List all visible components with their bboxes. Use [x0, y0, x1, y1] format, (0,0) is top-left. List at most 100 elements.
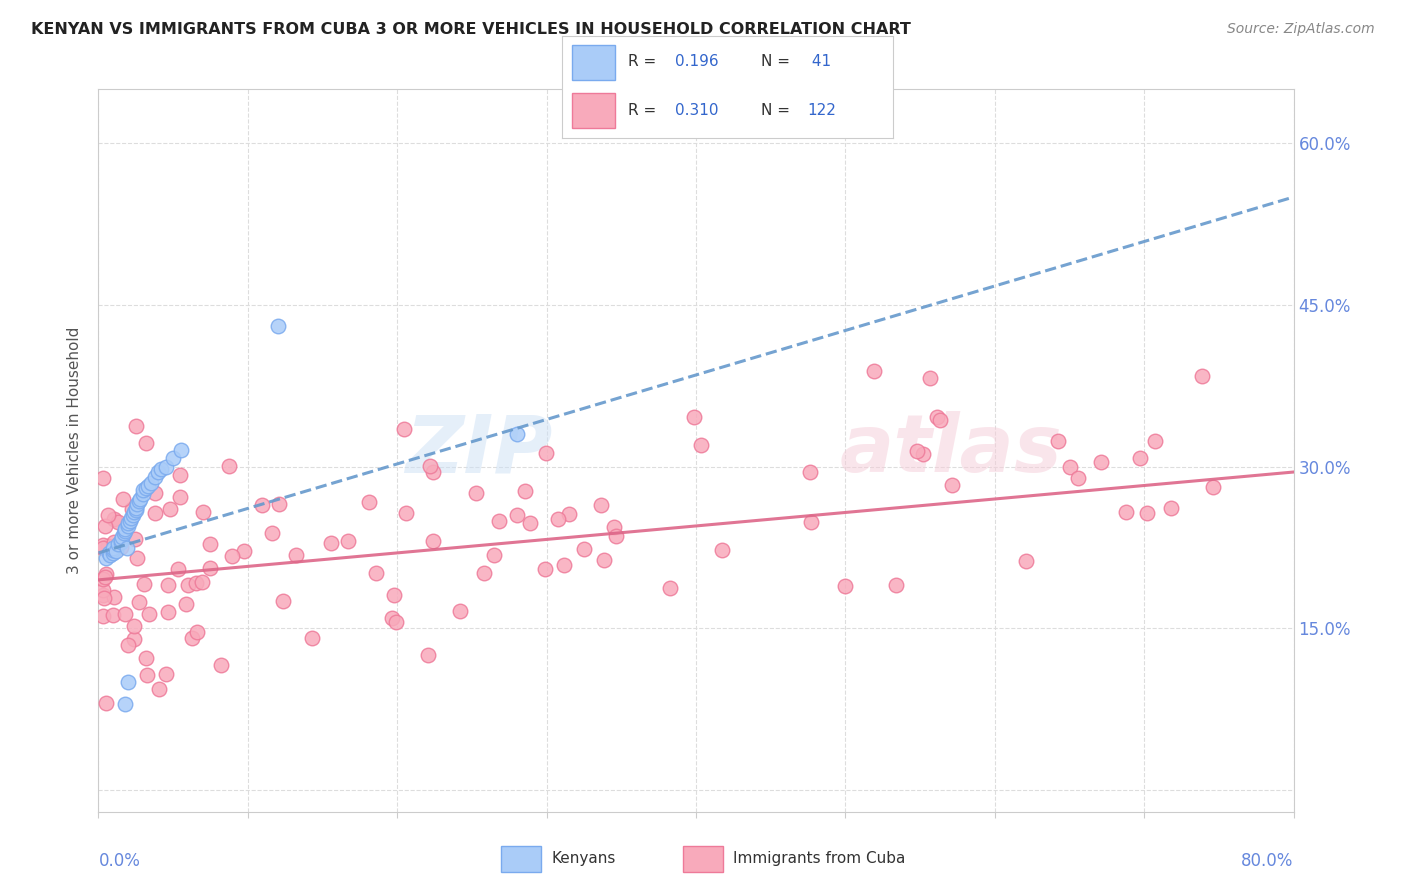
Point	[1090, 454, 1112, 468]
Point	[112, 526, 135, 541]
Point	[200, 560, 222, 574]
Text: Source: ZipAtlas.com: Source: ZipAtlas.com	[1227, 22, 1375, 37]
Text: N =: N =	[761, 54, 794, 70]
Point	[690, 438, 713, 452]
Point	[321, 536, 343, 550]
Point	[124, 632, 146, 646]
Point	[111, 530, 134, 544]
Text: N =: N =	[761, 103, 794, 118]
Text: ZIP: ZIP	[405, 411, 553, 490]
Point	[191, 505, 214, 519]
Point	[118, 514, 141, 528]
Point	[125, 551, 148, 566]
Point	[138, 607, 160, 621]
Point	[605, 529, 627, 543]
Point	[103, 546, 125, 560]
Point	[603, 520, 626, 534]
Point	[1202, 480, 1225, 494]
FancyBboxPatch shape	[683, 847, 723, 871]
Point	[592, 553, 614, 567]
Point	[209, 657, 232, 672]
Point	[547, 511, 569, 525]
Text: R =: R =	[628, 54, 662, 70]
Point	[107, 537, 129, 551]
Point	[94, 518, 117, 533]
Point	[143, 486, 166, 500]
Point	[169, 490, 191, 504]
Point	[1129, 450, 1152, 465]
Point	[115, 541, 138, 555]
Point	[129, 491, 152, 506]
Point	[94, 569, 117, 583]
Point	[834, 579, 856, 593]
Text: 80.0%: 80.0%	[1241, 852, 1294, 870]
Text: 41: 41	[807, 54, 831, 70]
Point	[114, 522, 136, 536]
Point	[125, 500, 148, 515]
Point	[381, 610, 404, 624]
Point	[143, 506, 166, 520]
Point	[366, 566, 388, 580]
Point	[120, 511, 142, 525]
Point	[392, 422, 415, 436]
Point	[143, 470, 166, 484]
Point	[91, 588, 114, 602]
Point	[97, 546, 120, 560]
Point	[536, 445, 558, 459]
Point	[157, 605, 180, 619]
Point	[110, 535, 132, 549]
Point	[110, 541, 132, 555]
Point	[91, 572, 114, 586]
Point	[124, 505, 146, 519]
Point	[114, 524, 136, 539]
Point	[925, 410, 948, 425]
Point	[135, 668, 157, 682]
Point	[114, 697, 136, 711]
Point	[382, 588, 405, 602]
Point	[1059, 460, 1081, 475]
Point	[162, 450, 184, 465]
Point	[1115, 505, 1137, 519]
Point	[506, 508, 529, 523]
Point	[91, 541, 114, 555]
Text: R =: R =	[628, 103, 662, 118]
Point	[155, 459, 177, 474]
Point	[488, 515, 510, 529]
Point	[1160, 500, 1182, 515]
Point	[103, 541, 125, 555]
Text: 0.0%: 0.0%	[98, 852, 141, 870]
Point	[422, 533, 444, 548]
Point	[186, 575, 208, 590]
Point	[103, 608, 125, 623]
Point	[659, 582, 682, 596]
Point	[174, 597, 197, 611]
Text: Kenyans: Kenyans	[551, 852, 616, 866]
Point	[1136, 506, 1159, 520]
FancyBboxPatch shape	[572, 45, 616, 79]
Point	[422, 466, 444, 480]
Point	[1047, 434, 1070, 449]
Point	[124, 532, 146, 546]
Point	[186, 624, 208, 639]
Point	[337, 534, 360, 549]
Point	[117, 675, 139, 690]
Point	[905, 443, 928, 458]
Point	[139, 475, 162, 490]
Point	[110, 533, 132, 547]
Point	[418, 648, 440, 662]
Point	[111, 492, 134, 507]
Point	[169, 443, 191, 458]
FancyBboxPatch shape	[572, 93, 616, 128]
Point	[250, 498, 273, 512]
Point	[117, 516, 139, 530]
Point	[132, 483, 155, 498]
Point	[150, 462, 173, 476]
Point	[683, 410, 706, 425]
Point	[128, 494, 150, 508]
Point	[91, 470, 114, 484]
Point	[1066, 471, 1088, 485]
Point	[271, 594, 294, 608]
Point	[117, 519, 139, 533]
Point	[267, 319, 290, 334]
Text: 122: 122	[807, 103, 835, 118]
